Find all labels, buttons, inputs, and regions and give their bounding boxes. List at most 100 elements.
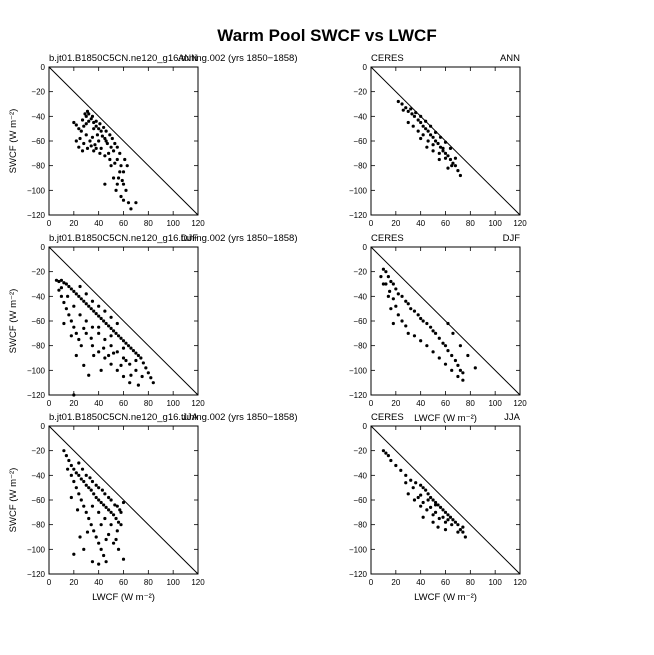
data-point [441, 508, 445, 512]
x-tick-label: 20 [69, 399, 78, 408]
x-tick-label: 20 [391, 399, 400, 408]
data-point [90, 135, 95, 139]
data-point [111, 541, 116, 545]
data-point [128, 381, 132, 385]
y-tick-label: −40 [353, 292, 367, 301]
data-point [62, 449, 66, 453]
data-point [409, 307, 413, 311]
data-point [414, 481, 418, 485]
data-point [144, 366, 148, 370]
data-point [64, 454, 68, 458]
data-point [473, 366, 477, 370]
data-point [404, 106, 408, 110]
data-point [82, 299, 86, 303]
x-tick-label: 60 [119, 578, 128, 587]
panel-model-annual: 0 20 40 60 80 100 120 0 −20 −40 −60 −80 −100 −120 b.jt… [8, 53, 298, 228]
data-point [90, 114, 95, 118]
data-point [416, 313, 420, 317]
data-point [94, 119, 98, 123]
data-point [384, 451, 388, 455]
data-point [425, 321, 429, 326]
data-point [103, 182, 107, 186]
data-point [89, 523, 93, 527]
data-point [404, 299, 408, 303]
data-point [62, 321, 66, 326]
data-point [126, 201, 131, 205]
data-point [97, 331, 101, 335]
data-point [453, 164, 458, 168]
data-point [461, 371, 465, 375]
data-point [399, 468, 403, 472]
data-point [118, 170, 122, 174]
data-point [404, 324, 408, 328]
data-point [69, 319, 73, 323]
data-point [136, 383, 140, 387]
data-point [97, 139, 101, 143]
data-point [389, 458, 393, 463]
data-point [77, 492, 81, 496]
data-point [103, 136, 107, 141]
data-point [448, 157, 453, 162]
data-point [140, 374, 144, 379]
data-point [118, 151, 122, 155]
data-point [95, 133, 100, 137]
y-tick-label: −100 [349, 366, 368, 375]
data-point [115, 504, 119, 508]
panel-right-label: ANN [178, 53, 198, 64]
data-point [62, 281, 66, 285]
y-tick-label: −120 [349, 570, 368, 579]
data-point [446, 513, 450, 517]
data-point [119, 164, 123, 168]
data-point [453, 358, 458, 363]
data-point [391, 282, 395, 286]
data-point [78, 535, 82, 539]
x-tick-label: 20 [69, 578, 78, 587]
panel-right-label: DJF [503, 233, 521, 244]
data-point [114, 537, 118, 542]
data-point [400, 319, 404, 323]
data-point [379, 275, 383, 279]
data-point [433, 331, 438, 335]
data-point [90, 504, 95, 508]
y-tick-label: −100 [27, 186, 46, 195]
data-point [59, 286, 64, 290]
data-point [446, 166, 450, 170]
y-tick-label: 0 [363, 422, 368, 431]
data-point [409, 478, 413, 482]
data-point [89, 307, 93, 311]
data-point [94, 535, 98, 539]
data-point [443, 362, 448, 366]
data-point [113, 141, 117, 146]
data-point [85, 530, 90, 534]
x-tick-label: 20 [391, 578, 400, 587]
data-point [412, 334, 417, 338]
data-point [82, 124, 86, 128]
data-point [419, 114, 423, 118]
data-point [429, 495, 433, 500]
data-point [74, 331, 78, 335]
x-tick-label: 40 [94, 219, 103, 228]
data-point [394, 304, 398, 308]
data-point [54, 278, 59, 282]
data-point [424, 488, 428, 492]
panel-ceres-jja: 0 20 40 60 80 100 120 0 −20 −40 −60 −80 −100 −120 CERE… [349, 412, 527, 603]
x-tick-label: 100 [488, 219, 502, 228]
x-tick-label: 60 [119, 219, 128, 228]
data-point [436, 503, 440, 507]
data-point [451, 518, 455, 522]
data-point [67, 458, 71, 463]
data-point [90, 325, 95, 329]
data-point [102, 125, 106, 130]
data-point [113, 161, 117, 165]
data-point [456, 374, 460, 379]
panel-left-label: b.jt01.B1850C5CN.ne120_g16.tuning.002 (y… [49, 53, 298, 64]
y-axis-label: SWCF (W m⁻²) [8, 289, 19, 354]
data-point [92, 149, 96, 153]
data-point [421, 133, 425, 137]
data-point [419, 493, 423, 497]
data-point [97, 541, 101, 545]
data-point [121, 374, 126, 379]
data-point [109, 334, 113, 338]
data-point [391, 297, 395, 301]
panel-left-label: b.jt01.B1850C5CN.ne120_g16.tuning.002 (y… [49, 412, 298, 423]
